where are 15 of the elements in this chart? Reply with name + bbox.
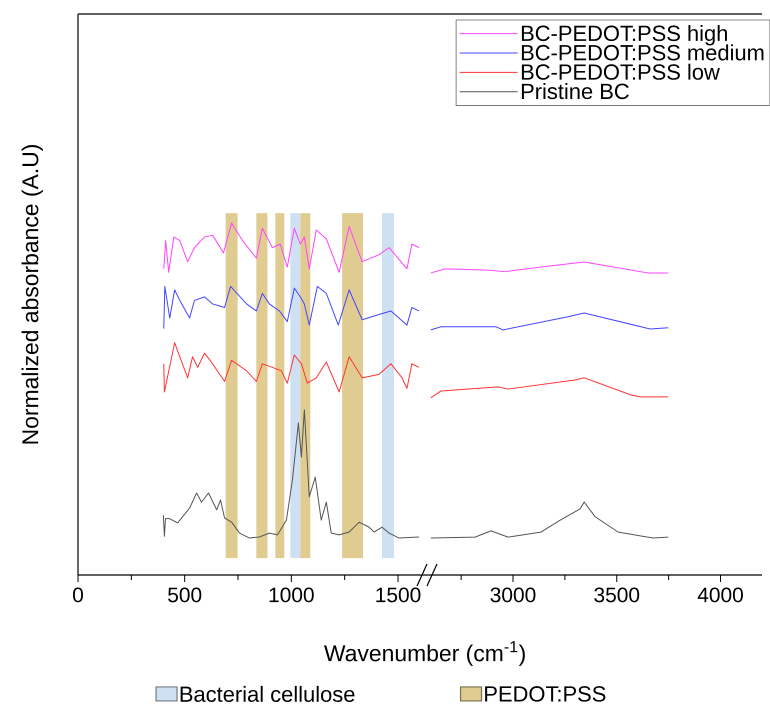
legend-label: PEDOT:PSS [485,686,606,702]
x-tick-label: 500 [168,588,202,602]
legend-label: BC-PEDOT:PSS low [522,64,720,80]
legend-label: Pristine BC [522,83,629,100]
x-tick-label: 3500 [594,588,640,602]
x-axis-title: Wavenumber (cm$^{-1}$) [324,641,525,666]
legend-label: BC-PEDOT:PSS medium [522,44,764,60]
legend-label: Bacterial cellulose [180,686,354,702]
x-tick-label: 4000 [698,588,743,602]
legend-label: BC-PEDOT:PSS high [522,24,727,46]
x-tick-label: 0 [73,588,83,602]
x-tick-label: 1500 [376,588,420,602]
x-tick-label: 3000 [490,588,536,602]
x-tick-label: 1000 [270,588,314,602]
y-axis-title: Normalized absorbance (A.U) [22,145,43,444]
